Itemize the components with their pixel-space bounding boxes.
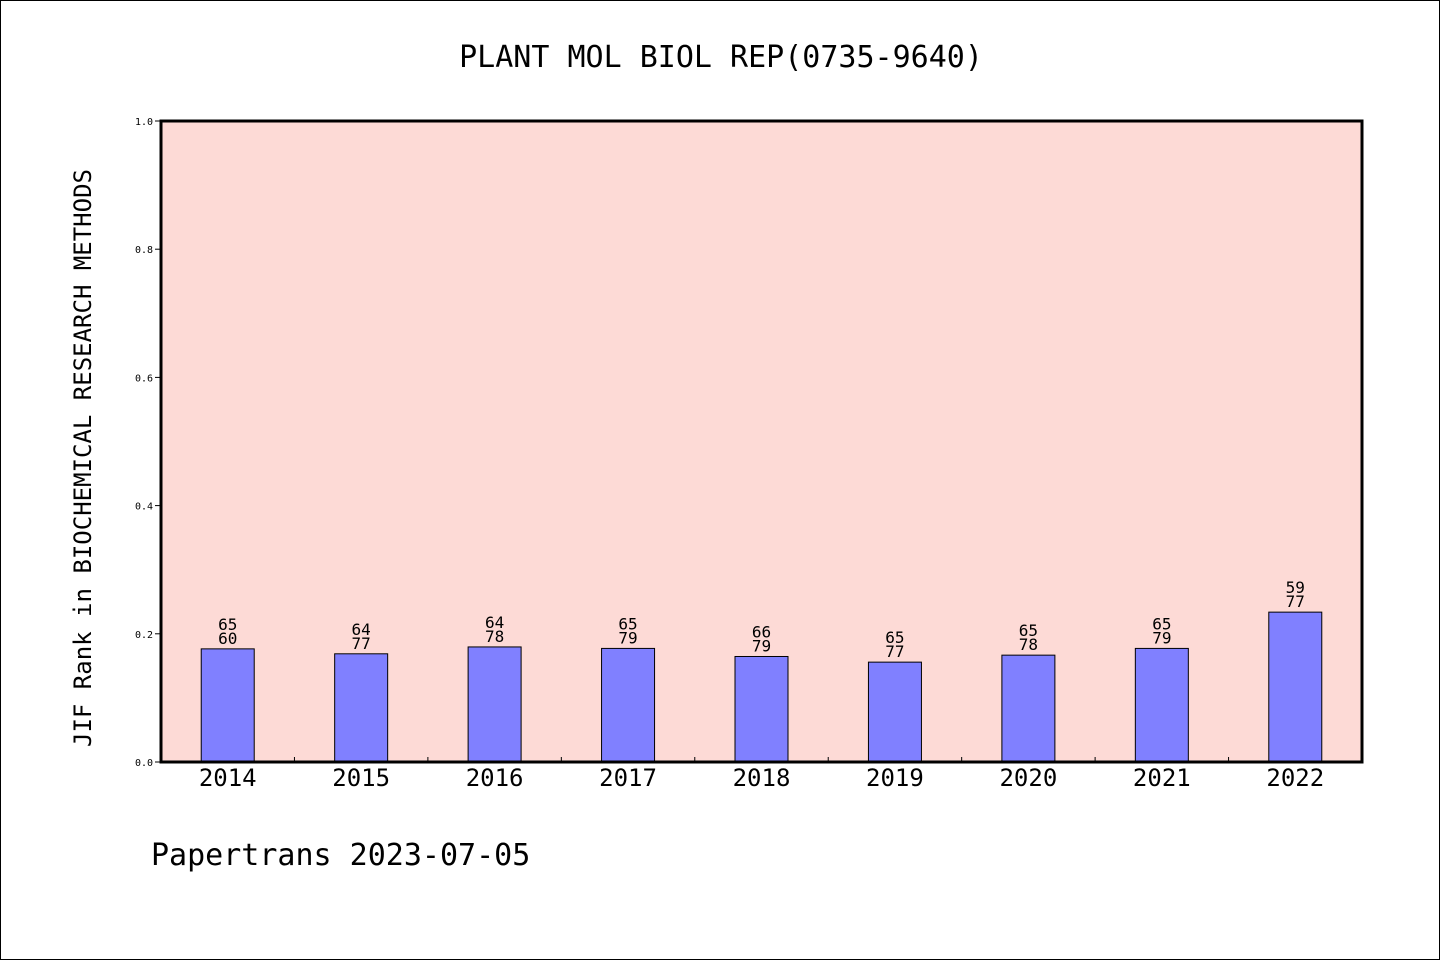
bar-2020: [1001, 654, 1056, 763]
x-tick-label: 2022: [1266, 764, 1324, 792]
y-axis-ticks: 0.0 0.2 0.4 0.6 0.8 1.0: [135, 117, 161, 769]
bar-label-rank: 65: [618, 614, 637, 633]
plot-border: [159, 119, 1364, 764]
x-tick-label: 2021: [1133, 764, 1191, 792]
bar-label-total: 79: [752, 636, 771, 655]
bar-label-rank: 64: [352, 620, 371, 639]
y-tick-label: 1.0: [135, 117, 153, 128]
bars: [200, 611, 1323, 763]
x-tick-label: 2020: [999, 764, 1057, 792]
bar-2018: [734, 655, 789, 763]
y-tick-label: 0.0: [135, 758, 153, 769]
bar-2022: [1268, 611, 1323, 763]
chart-title: PLANT MOL BIOL REP(0735-9640): [459, 40, 983, 75]
bar-label-total: 79: [618, 628, 637, 647]
bar-label-rank: 65: [218, 615, 237, 634]
bar-2016: [467, 646, 522, 763]
bar-label-total: 77: [352, 634, 371, 653]
bar-label-rank: 59: [1286, 578, 1305, 597]
bar-2019: [867, 661, 922, 763]
y-tick-label: 0.6: [135, 373, 153, 384]
bar-label-rank: 64: [485, 613, 504, 632]
bar-label-rank: 65: [1019, 621, 1038, 640]
y-tick-label: 0.2: [135, 630, 153, 641]
y-tick-label: 0.8: [135, 245, 153, 256]
bar-label-rank: 65: [1152, 614, 1171, 633]
bar-label-total: 77: [1286, 592, 1305, 611]
bar-label-total: 79: [1152, 628, 1171, 647]
x-axis-labels: 2014 2015 2016 2017 2018 2019 2020 2021 2022: [199, 764, 1324, 792]
x-tick-label: 2019: [866, 764, 924, 792]
bar-label-total: 78: [1019, 635, 1038, 654]
bar-label-rank: 66: [752, 622, 771, 641]
bar-2021: [1134, 647, 1189, 763]
y-axis-label: JIF Rank in BIOCHEMICAL RESEARCH METHODS: [69, 169, 97, 747]
x-tick-label: 2015: [332, 764, 390, 792]
bar-2017: [601, 647, 656, 763]
x-tick-label: 2014: [199, 764, 257, 792]
x-tick-label: 2016: [466, 764, 524, 792]
bar-label-total: 60: [218, 629, 237, 648]
bar-label-rank: 65: [885, 628, 904, 647]
footer-text: Papertrans 2023-07-05: [151, 838, 530, 873]
bar-label-total: 77: [885, 642, 904, 661]
x-tick-label: 2017: [599, 764, 657, 792]
bar-2015: [334, 653, 389, 763]
y-tick-label: 0.4: [135, 502, 153, 513]
bar-2014: [200, 648, 255, 763]
x-tick-label: 2018: [733, 764, 791, 792]
bar-label-total: 78: [485, 627, 504, 646]
